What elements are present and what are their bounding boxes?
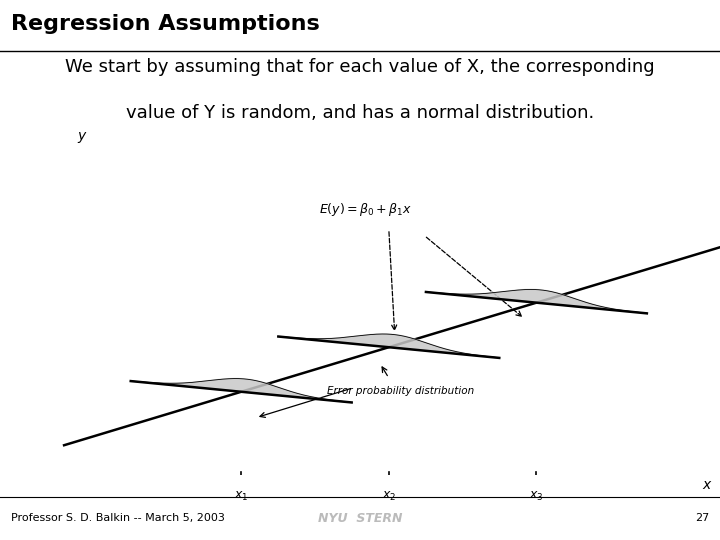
Text: $x_2$: $x_2$ bbox=[382, 490, 396, 503]
Text: $E(y) = \beta_0 + \beta_1 x$: $E(y) = \beta_0 + \beta_1 x$ bbox=[319, 201, 412, 218]
Text: We start by assuming that for each value of X, the corresponding: We start by assuming that for each value… bbox=[66, 58, 654, 76]
Polygon shape bbox=[131, 379, 351, 402]
Text: $x$: $x$ bbox=[702, 478, 712, 492]
Text: Error probability distribution: Error probability distribution bbox=[327, 386, 474, 396]
Polygon shape bbox=[426, 289, 647, 313]
Polygon shape bbox=[279, 334, 499, 358]
Text: value of Y is random, and has a normal distribution.: value of Y is random, and has a normal d… bbox=[126, 104, 594, 122]
Text: NYU  STERN: NYU STERN bbox=[318, 511, 402, 525]
Text: Regression Assumptions: Regression Assumptions bbox=[11, 14, 320, 33]
Text: $x_1$: $x_1$ bbox=[234, 490, 248, 503]
Text: 27: 27 bbox=[695, 513, 709, 523]
Text: $y$: $y$ bbox=[77, 130, 88, 145]
Text: Professor S. D. Balkin -- March 5, 2003: Professor S. D. Balkin -- March 5, 2003 bbox=[11, 513, 225, 523]
Text: $x_3$: $x_3$ bbox=[529, 490, 544, 503]
